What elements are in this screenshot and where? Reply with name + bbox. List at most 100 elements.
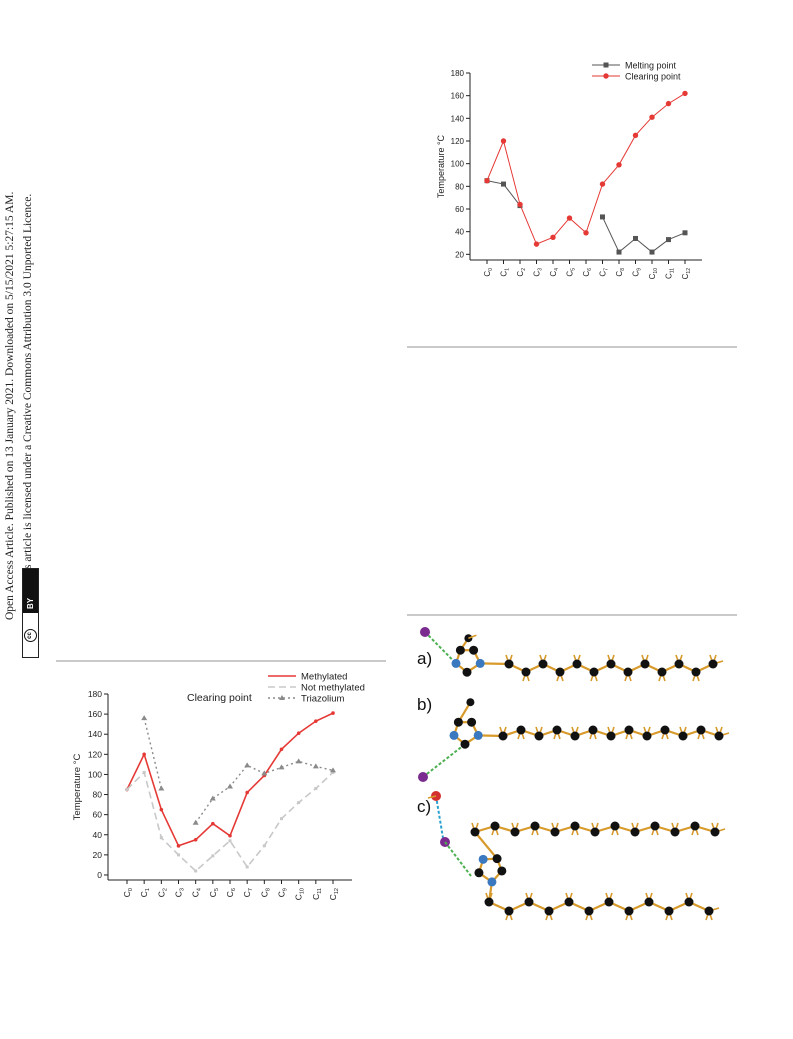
melting-clearing-chart: 20 40 60 80 100 120 140 160 180 Temperature °C C0 C… [436,61,702,280]
carbon-atom [714,731,724,741]
y-tick-label: 180 [88,689,102,699]
data-point [227,783,233,789]
carbon-atom [484,897,494,907]
panel-label-c: c) [417,797,431,816]
data-point [583,230,589,236]
y-axis-label: Temperature °C [436,134,446,198]
carbon-atom [590,827,600,837]
data-point [331,711,335,715]
carbon-atom [624,725,634,735]
data-point [649,114,655,120]
data-point [682,90,688,97]
bond [444,841,472,877]
data-point [245,865,249,869]
data-point [484,177,490,184]
carbon-atom [464,634,473,643]
carbon-atom [604,897,614,907]
y-tick-label: 120 [88,749,102,759]
data-point [633,235,638,241]
x-tick-label: C4 [549,268,560,277]
data-point [330,767,336,773]
carbon-atom [588,725,598,735]
data-point [666,237,671,243]
carbon-atom [589,667,599,677]
carbon-atom [524,897,534,907]
data-point [649,249,655,255]
bond [422,743,466,778]
x-tick-label: C10 [648,268,659,280]
data-point [279,747,284,752]
data-point [261,770,268,776]
license-notice[interactable]: This article is licensed under a Creativ… [22,193,34,585]
carbon-atom [660,725,670,735]
carbon-atom [534,731,544,741]
x-tick-label: C5 [208,888,220,897]
carbon-atom [674,659,684,669]
x-tick-label: C6 [225,888,237,897]
nitrogen-atom [475,658,485,668]
carbon-atom [623,667,633,677]
y-tick-label: 60 [93,810,103,820]
x-tick-label: C2 [516,268,527,277]
nitrogen-atom [449,730,459,740]
bond [468,634,477,639]
x-tick-label: C7 [599,268,610,277]
data-point [211,821,215,826]
bond [435,795,444,839]
data-point [192,819,199,825]
carbon-atom [504,659,514,669]
data-point [314,787,318,791]
data-point [312,763,319,769]
y-tick-label: 20 [455,250,464,259]
y-tick-label: 20 [93,850,103,860]
y-tick-label: 80 [93,790,103,800]
data-point [295,758,302,764]
data-point [501,181,506,187]
panel-label-b: b) [417,695,432,714]
carbon-atom [538,659,548,669]
data-point [142,770,146,774]
data-point [599,181,606,187]
halide-atom [420,627,430,637]
x-tick-label: C3 [174,888,186,897]
clearing-point-comparison-chart: 0 20 40 60 80 100 120 140 160 180 Temperature °C C0… [72,672,365,901]
x-tick-label: C8 [615,268,626,277]
data-point [278,764,285,770]
data-point [682,230,688,236]
section-divider [407,346,737,348]
legend-label: Clearing point [625,72,681,82]
x-tick-label: C11 [665,268,676,279]
carbon-atom [584,906,594,916]
carbon-atom [469,645,479,655]
x-tick-label: C7 [242,888,254,897]
data-point [159,836,163,840]
data-point [176,844,181,848]
publication-notice: Open Access Article. Published on 13 Jan… [4,191,16,620]
carbon-atom [492,854,502,864]
x-tick-label: C6 [582,268,593,277]
carbon-atom [642,731,652,741]
y-tick-label: 100 [88,769,102,779]
cc-by-badge[interactable]: BY cc [22,568,39,658]
carbon-atom [521,667,531,677]
y-tick-label: 160 [88,709,102,719]
carbon-atom [470,827,480,837]
y-tick-label: 40 [455,228,464,237]
carbon-atom [690,821,700,831]
carbon-atom [691,667,701,677]
y-tick-label: 160 [451,92,465,101]
carbon-atom [474,868,484,878]
data-point [194,869,198,873]
carbon-atom [570,821,580,831]
carbon-atom [664,906,674,916]
carbon-atom [498,731,508,741]
series-line [486,92,686,245]
bond [427,795,437,799]
carbon-atom [610,821,620,831]
data-point [665,100,672,107]
data-point [616,249,622,255]
section-divider [407,614,737,616]
cc-badge-text: BY [26,597,35,609]
carbon-atom [544,906,554,916]
y-axis-label: Temperature °C [72,754,83,821]
